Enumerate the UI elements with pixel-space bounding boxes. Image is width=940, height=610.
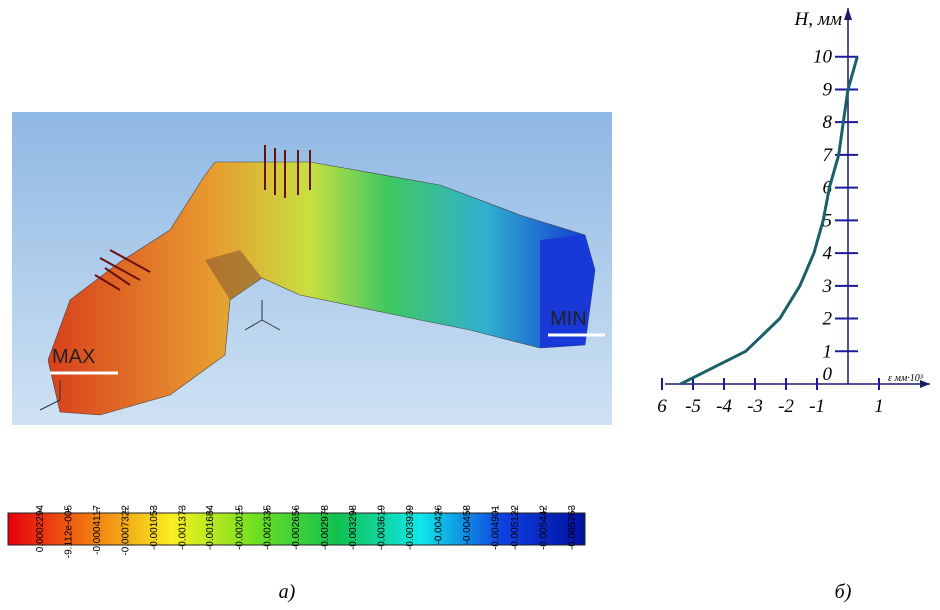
y-tick-label: 4 bbox=[823, 243, 833, 264]
colorbar-tick-label: -0.001684 bbox=[205, 505, 216, 550]
colorbar-tick-label: -0.001373 bbox=[177, 505, 188, 550]
colorbar-tick-label: -0.005763 bbox=[567, 505, 578, 550]
y-axis-label: H, мм bbox=[794, 9, 842, 30]
x-tick-label: 1 bbox=[874, 396, 884, 417]
x-tick-label: 6 bbox=[657, 396, 667, 417]
x-tick-label: -2 bbox=[778, 396, 794, 417]
y-tick-label: 1 bbox=[823, 341, 833, 362]
colorbar-tick-label: -0.005442 bbox=[539, 505, 550, 550]
colorbar-tick-label: -0.00426 bbox=[434, 505, 445, 545]
caption: б) bbox=[835, 581, 852, 603]
figure: MAX MIN а) б) 0.0002294 -9.112e-005 -0.000… bbox=[0, 0, 940, 610]
y-tick-label: 8 bbox=[823, 112, 833, 133]
colorbar-tick-label: -0.00458 bbox=[462, 505, 473, 545]
colorbar-tick-label: -0.002656 bbox=[291, 505, 302, 550]
y-tick-label: 9 bbox=[823, 79, 833, 100]
colorbar-tick-label: -0.002015 bbox=[234, 505, 245, 550]
caption: а) bbox=[279, 581, 296, 603]
x-tick-label: -4 bbox=[716, 396, 732, 417]
min-label: MIN bbox=[550, 308, 587, 330]
x-tick-label: -3 bbox=[747, 396, 763, 417]
y-tick-label: 10 bbox=[813, 47, 833, 68]
colorbar-tick-label: -0.003298 bbox=[348, 505, 359, 550]
x-tick-label: -5 bbox=[685, 396, 701, 417]
colorbar-tick-label: -0.0007322 bbox=[120, 505, 131, 556]
colorbar-tick-label: -0.004901 bbox=[490, 505, 501, 550]
y-tick-label: 0 bbox=[823, 364, 833, 385]
y-arrow bbox=[844, 8, 852, 20]
colorbar-tick-label: -0.0004117 bbox=[92, 505, 103, 555]
y-tick-label: 2 bbox=[823, 309, 833, 330]
y-tick-label: 3 bbox=[822, 276, 833, 297]
colorbar-tick-label: -0.001053 bbox=[149, 505, 160, 550]
colorbar-tick-label: 0.0002294 bbox=[35, 505, 46, 553]
colorbar-tick-label: -0.003619 bbox=[377, 505, 388, 550]
x-axis-label: ε мм·10³ bbox=[888, 373, 924, 384]
fea-image bbox=[12, 112, 612, 425]
colorbar-tick-label: -0.002978 bbox=[320, 505, 331, 550]
y-tick-label: 7 bbox=[823, 145, 834, 166]
x-tick-label: -1 bbox=[809, 396, 825, 417]
colorbar-tick-label: -0.005122 bbox=[510, 505, 521, 550]
max-label: MAX bbox=[52, 346, 95, 368]
colorbar-tick-label: -0.002335 bbox=[263, 505, 274, 550]
colorbar-tick-label: -0.003939 bbox=[405, 505, 416, 550]
colorbar-tick-label: -9.112e-005 bbox=[63, 505, 74, 559]
